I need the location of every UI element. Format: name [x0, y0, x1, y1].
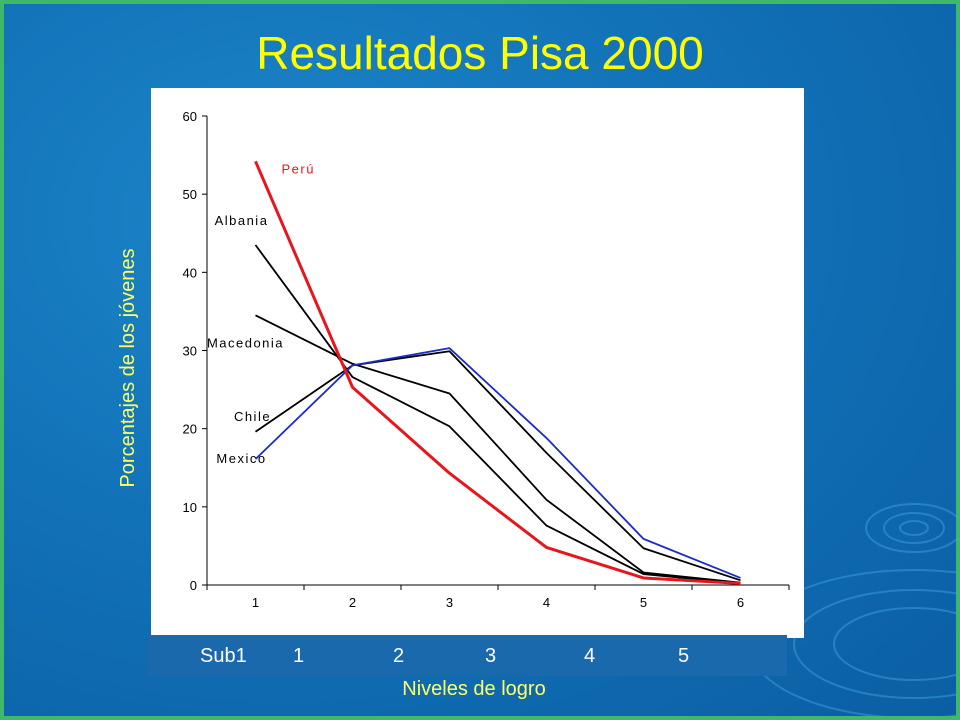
line-chart: 0 10 20 30 40 50 60 1 2 3 4 5 6 Perú Albania Macedonia… — [183, 109, 790, 610]
legend-item-sub1: Sub1 — [200, 645, 247, 667]
series-label-mexico: Mexico — [216, 451, 266, 466]
series-line-mexico — [254, 347, 741, 579]
y-tick-label: 30 — [183, 344, 197, 359]
axes: 0 10 20 30 40 50 60 1 2 3 4 5 6 — [183, 109, 790, 610]
x-tick-label: 3 — [446, 595, 453, 610]
x-tick-label: 4 — [543, 595, 550, 610]
series-line-macedonia — [255, 314, 741, 584]
series-label-peru: Perú — [282, 161, 315, 176]
y-tick-label: 40 — [183, 265, 197, 280]
y-tick-label: 50 — [183, 187, 197, 202]
series-line-albania — [254, 244, 741, 585]
legend-item-1: 1 — [293, 645, 305, 667]
x-axis-label: Niveles de logro — [402, 678, 546, 700]
y-tick-label: 10 — [183, 500, 197, 515]
plot-area — [151, 88, 804, 638]
y-axis-label: Porcentajes de los jóvenes — [117, 248, 139, 488]
legend-item-3: 3 — [485, 645, 497, 667]
series-label-chile: Chile — [234, 409, 271, 424]
y-tick-label: 0 — [190, 578, 197, 593]
series-label-macedonia: Macedonia — [207, 335, 284, 350]
y-tick-label: 60 — [183, 109, 197, 124]
series-line-chile — [254, 350, 741, 582]
x-tick-label: 2 — [349, 595, 356, 610]
legend-item-5: 5 — [678, 645, 690, 667]
series-line-peru — [254, 160, 741, 585]
legend-bar: Sub1 1 2 3 4 5 — [147, 635, 787, 676]
x-tick-label: 1 — [252, 595, 259, 610]
slide-title: Resultados Pisa 2000 — [256, 27, 704, 79]
legend-item-2: 2 — [393, 645, 405, 667]
x-tick-label: 5 — [640, 595, 647, 610]
series-layer — [254, 160, 741, 585]
series-label-albania: Albania — [215, 213, 269, 228]
series-labels: Perú Albania Macedonia Chile Mexico — [207, 161, 315, 466]
legend-item-4: 4 — [584, 645, 596, 667]
y-tick-label: 20 — [183, 422, 197, 437]
x-tick-label: 6 — [737, 595, 744, 610]
